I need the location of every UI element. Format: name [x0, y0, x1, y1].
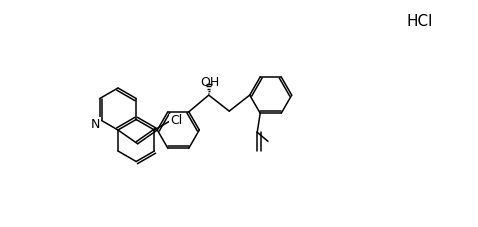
- Text: Cl: Cl: [170, 114, 182, 128]
- Text: OH: OH: [200, 76, 219, 89]
- Text: N: N: [91, 118, 100, 131]
- Text: HCl: HCl: [407, 15, 433, 30]
